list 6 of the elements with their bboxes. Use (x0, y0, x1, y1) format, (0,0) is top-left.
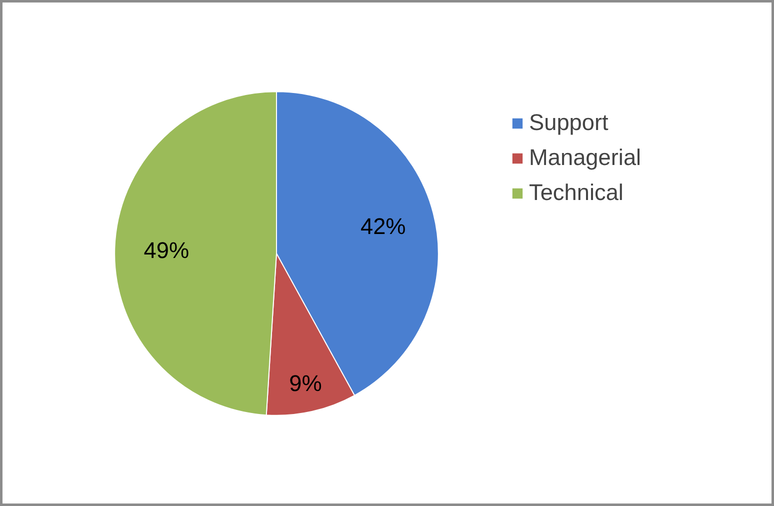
data-label: 9% (289, 370, 322, 396)
legend-label: Managerial (529, 144, 642, 171)
data-label: 49% (144, 237, 190, 264)
legend-label: Technical (529, 179, 624, 206)
legend-label: Support (529, 109, 608, 136)
data-label: 42% (360, 213, 406, 240)
